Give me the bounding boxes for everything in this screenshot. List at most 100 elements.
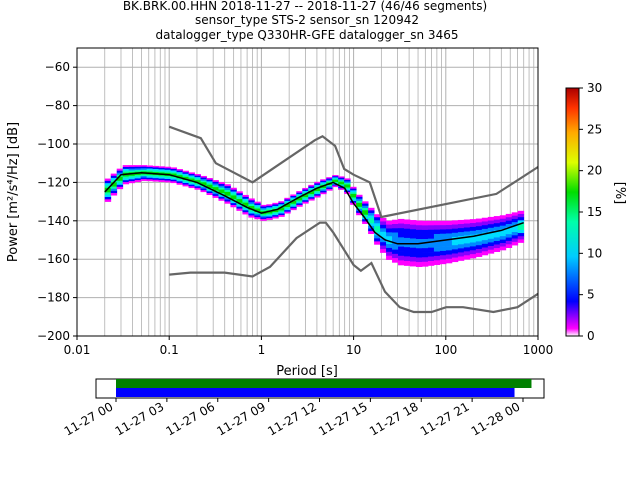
density-cell: [439, 250, 447, 256]
density-cell: [176, 182, 183, 185]
y-tick-label: −100: [37, 137, 70, 151]
density-cell: [146, 177, 154, 180]
density-cell: [487, 242, 495, 247]
x-tick-label: 1: [258, 343, 266, 357]
density-cell: [368, 231, 375, 235]
density-cell: [374, 241, 381, 245]
density-cell: [517, 220, 525, 224]
density-cell: [511, 212, 519, 216]
density-cell: [457, 240, 465, 245]
density-cell: [122, 167, 130, 170]
density-cell: [398, 260, 405, 266]
density-cell: [290, 200, 297, 203]
density-cell: [248, 200, 255, 203]
density-cell: [140, 166, 148, 169]
density-cell: [146, 168, 154, 171]
density-cell: [511, 222, 519, 226]
density-cell: [272, 213, 279, 216]
density-cell: [362, 201, 369, 204]
density-cell: [122, 170, 130, 173]
density-cell: [146, 167, 154, 169]
density-cell: [445, 250, 453, 255]
density-cell: [134, 173, 142, 176]
density-cell: [110, 182, 118, 185]
density-cell: [212, 187, 219, 190]
density-cell: [469, 242, 477, 247]
density-cell: [158, 169, 166, 172]
density-cell: [326, 185, 333, 187]
density-cell: [230, 193, 237, 196]
density-cell: [158, 177, 166, 179]
colorbar-tick-label: 25: [587, 122, 602, 136]
density-cell: [278, 207, 285, 210]
density-cell: [254, 203, 261, 206]
density-cell: [182, 176, 189, 179]
density-cell: [320, 192, 327, 195]
density-cell: [404, 233, 411, 239]
colorbar-tick-label: 10: [587, 246, 602, 260]
density-cell: [170, 178, 177, 181]
density-cell: [493, 237, 501, 242]
density-cell: [182, 173, 189, 176]
density-cell: [511, 228, 519, 233]
density-cell: [320, 190, 327, 193]
density-cell: [499, 246, 507, 251]
colorbar-gradient: [565, 87, 580, 337]
density-cell: [272, 205, 279, 208]
density-cell: [314, 187, 321, 190]
density-cell: [356, 198, 363, 202]
y-tick-label: −140: [37, 214, 70, 228]
density-cell: [356, 202, 363, 206]
density-cell: [164, 175, 171, 178]
density-cell: [158, 166, 166, 169]
density-cell: [284, 208, 291, 211]
noise-models: [168, 125, 539, 314]
density-cell: [517, 226, 525, 231]
density-cell: [296, 191, 303, 193]
density-cell: [338, 179, 345, 181]
density-cell: [128, 170, 136, 173]
density-cell: [481, 228, 489, 233]
density-cell: [451, 241, 459, 246]
x-tick-label: 1000: [523, 343, 554, 357]
density-cell: [499, 229, 507, 233]
density-cell: [517, 213, 525, 218]
density-cell: [368, 228, 375, 232]
density-cell: [427, 261, 435, 266]
density-cell: [326, 189, 333, 191]
density-cell: [260, 208, 267, 210]
density-cell: [188, 175, 195, 178]
density-cell: [404, 256, 411, 262]
density-cell: [212, 181, 219, 184]
density-cell: [398, 228, 405, 234]
density-cell: [338, 177, 345, 180]
density-cell: [332, 179, 339, 182]
density-cell: [116, 178, 124, 182]
density-cell: [421, 239, 429, 244]
density-cell: [368, 207, 375, 211]
colorbar-tick-label: 5: [587, 288, 595, 302]
colorbar: 0 5 10 15 20 25 30 [%]: [565, 81, 627, 343]
density-cell: [332, 176, 339, 178]
density-cell: [469, 230, 477, 236]
density-cell: [356, 200, 363, 204]
density-cell: [302, 195, 309, 198]
density-cell: [224, 197, 231, 200]
density-cell: [469, 226, 477, 232]
density-cell: [511, 241, 519, 246]
colorbar-label: [%]: [612, 182, 627, 205]
density-cell: [505, 234, 513, 238]
density-cell: [356, 204, 363, 208]
density-cell: [284, 197, 291, 200]
density-cell: [487, 231, 495, 236]
density-cell: [487, 216, 495, 221]
density-cell: [272, 215, 279, 217]
density-cell: [475, 249, 483, 254]
density-cell: [463, 243, 471, 248]
density-cell: [415, 229, 423, 235]
density-cell: [505, 230, 513, 235]
density-cell: [284, 199, 291, 202]
density-cell: [344, 179, 351, 182]
density-cell: [194, 180, 201, 183]
